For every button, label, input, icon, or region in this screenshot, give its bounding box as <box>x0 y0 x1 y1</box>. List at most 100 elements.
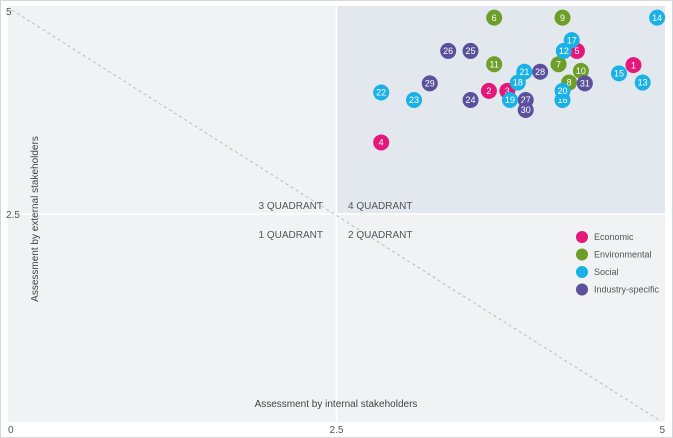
point-label: 1 <box>631 60 636 70</box>
data-point: 26 <box>440 42 457 59</box>
data-point: 11 <box>486 56 503 73</box>
point-marker <box>563 32 580 49</box>
point-marker <box>462 42 479 59</box>
point-label: 19 <box>505 95 515 105</box>
point-label: 9 <box>560 13 565 23</box>
data-point: 30 <box>517 102 534 118</box>
point-label: 15 <box>614 69 624 79</box>
point-marker <box>554 82 571 99</box>
data-point: 4 <box>373 134 390 151</box>
point-label: 25 <box>466 46 476 56</box>
point-label: 28 <box>535 67 545 77</box>
point-marker <box>576 75 593 92</box>
legend-label: Economic <box>594 232 634 242</box>
point-label: 12 <box>559 46 569 56</box>
point-label: 10 <box>576 66 586 76</box>
data-point: 10 <box>572 62 589 79</box>
y-tick-label: 5 <box>6 7 12 18</box>
point-label: 17 <box>567 35 577 45</box>
legend-marker <box>576 231 588 243</box>
data-point: 23 <box>406 92 423 109</box>
point-marker <box>572 62 589 79</box>
point-label: 20 <box>558 86 568 96</box>
diagonal-line <box>11 9 660 421</box>
point-label: 11 <box>490 59 499 69</box>
point-label: 23 <box>409 95 419 105</box>
legend-marker <box>576 283 588 296</box>
point-label: 2 <box>486 86 491 96</box>
legend-label: Industry-specific <box>594 285 660 295</box>
plot-background <box>8 6 665 422</box>
y-axis-label: Assessment by external stakeholders <box>30 136 41 302</box>
data-point: 29 <box>421 75 438 92</box>
x-axis-label: Assessment by internal stakeholders <box>255 399 418 410</box>
point-label: 22 <box>376 88 386 98</box>
legend-item: Economic <box>576 231 634 243</box>
point-marker <box>406 92 423 109</box>
point-label: 18 <box>513 78 523 88</box>
point-label: 4 <box>379 138 384 148</box>
data-point: 22 <box>373 84 390 101</box>
point-label: 21 <box>519 67 529 77</box>
point-marker <box>554 9 571 26</box>
point-marker <box>625 57 642 74</box>
point-label: 7 <box>556 59 561 69</box>
data-point: 7 <box>550 56 567 73</box>
data-point: 17 <box>563 32 580 49</box>
x-tick-label: 2.5 <box>330 425 344 436</box>
point-label: 13 <box>638 78 648 88</box>
point-label: 27 <box>521 95 531 105</box>
point-label: 16 <box>558 95 568 105</box>
point-marker <box>462 92 479 109</box>
point-marker <box>649 9 666 26</box>
data-point: 31 <box>576 75 593 92</box>
quadrant-1-label: 1 QUADRANT <box>259 230 323 241</box>
quadrant-3-label: 3 QUADRANT <box>259 201 323 212</box>
point-marker <box>373 134 390 151</box>
point-marker <box>517 102 534 118</box>
quadrant-labels: 3 QUADRANT 4 QUADRANT 1 QUADRANT 2 QUADR… <box>259 201 413 241</box>
y-tick-label: 2.5 <box>6 210 20 221</box>
point-marker <box>480 82 497 99</box>
data-point: 21 <box>516 63 533 80</box>
point-label: 5 <box>574 46 579 56</box>
point-marker <box>634 74 651 91</box>
point-label: 24 <box>466 95 476 105</box>
data-point: 28 <box>532 63 549 80</box>
x-tick-label: 0 <box>8 425 14 436</box>
point-marker <box>550 56 567 73</box>
legend: Economic Environmental Social Industry-spec… <box>576 231 660 296</box>
point-marker <box>516 63 533 80</box>
data-point: 13 <box>634 74 651 91</box>
point-label: 31 <box>580 79 590 89</box>
data-point: 2 <box>480 82 497 99</box>
data-point: 9 <box>554 9 571 26</box>
point-marker <box>373 84 390 101</box>
quadrant-4-label: 4 QUADRANT <box>348 201 412 212</box>
data-point: 15 <box>611 65 628 82</box>
data-point: 24 <box>462 92 479 109</box>
point-marker <box>611 65 628 82</box>
data-point: 1 <box>625 57 642 74</box>
data-point: 19 <box>501 92 518 109</box>
quadrant-2-label: 2 QUADRANT <box>348 230 412 241</box>
x-tick-label: 5 <box>659 425 665 436</box>
point-label: 14 <box>652 13 662 23</box>
point-marker <box>501 92 518 109</box>
point-marker <box>486 9 503 26</box>
data-point: 6 <box>486 9 503 26</box>
legend-item: Industry-specific <box>576 283 660 296</box>
legend-label: Environmental <box>594 250 652 260</box>
point-marker <box>532 63 549 80</box>
quadrant-4-area <box>336 6 665 214</box>
legend-label: Social <box>594 267 619 277</box>
legend-item: Social <box>576 266 619 278</box>
point-label: 3 <box>505 86 510 96</box>
legend-item: Environmental <box>576 248 652 261</box>
legend-marker <box>576 266 588 278</box>
point-label: 29 <box>425 79 435 89</box>
point-label: 30 <box>521 105 531 115</box>
data-point: 25 <box>462 42 479 59</box>
point-label: 26 <box>443 46 453 56</box>
